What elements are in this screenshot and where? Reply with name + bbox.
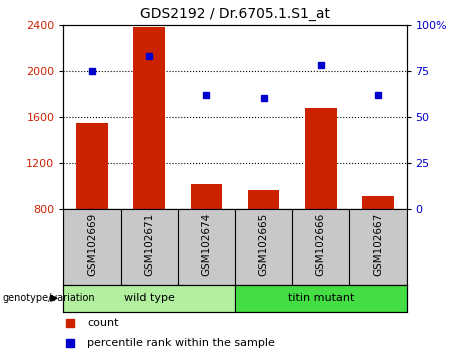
Text: genotype/variation: genotype/variation bbox=[2, 293, 95, 303]
Text: GSM102666: GSM102666 bbox=[316, 213, 326, 276]
Text: wild type: wild type bbox=[124, 293, 175, 303]
Text: percentile rank within the sample: percentile rank within the sample bbox=[87, 338, 275, 348]
Bar bbox=[248, 190, 279, 209]
Bar bbox=[191, 183, 222, 209]
Text: count: count bbox=[87, 318, 119, 328]
Text: titin mutant: titin mutant bbox=[288, 293, 354, 303]
Text: GSM102669: GSM102669 bbox=[87, 213, 97, 276]
Bar bbox=[235, 285, 407, 312]
Title: GDS2192 / Dr.6705.1.S1_at: GDS2192 / Dr.6705.1.S1_at bbox=[140, 7, 330, 21]
Bar bbox=[305, 108, 337, 209]
Bar bbox=[63, 285, 235, 312]
Bar bbox=[133, 27, 165, 209]
Bar bbox=[362, 196, 394, 209]
Text: GSM102671: GSM102671 bbox=[144, 213, 154, 276]
Text: GSM102674: GSM102674 bbox=[202, 213, 212, 276]
Bar bbox=[76, 122, 108, 209]
Text: GSM102665: GSM102665 bbox=[258, 213, 268, 276]
Text: GSM102667: GSM102667 bbox=[373, 213, 383, 276]
